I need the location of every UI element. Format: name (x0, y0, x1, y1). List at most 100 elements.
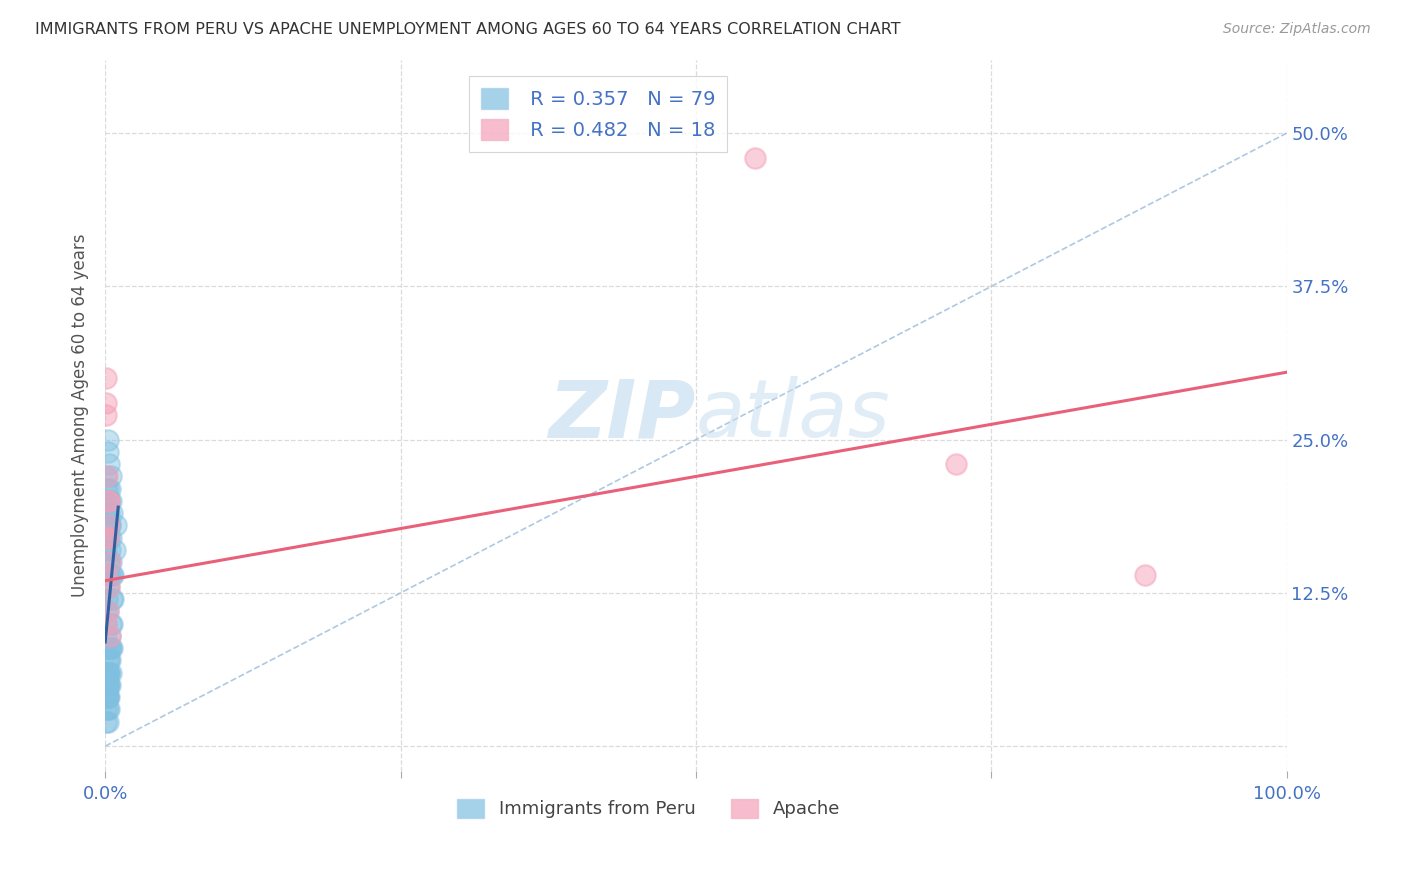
Point (97, 702, 120, 716)
Point (96, 604, 118, 618)
Point (97, 433, 120, 447)
Point (96, 494, 118, 508)
Point (97, 445, 120, 459)
Point (97, 653, 120, 667)
Point (94, 567, 117, 582)
Point (97, 604, 120, 618)
Point (1133, 567, 1156, 582)
Point (97, 580, 120, 594)
Point (96, 531, 118, 545)
Point (98, 543, 121, 558)
Point (97, 518, 120, 533)
Point (96, 702, 118, 716)
Point (97, 555, 120, 569)
Point (101, 567, 124, 582)
Point (98, 518, 121, 533)
Point (97, 678, 120, 692)
Point (94, 665, 117, 680)
Point (97, 506, 120, 520)
Point (945, 457, 967, 471)
Point (98, 641, 121, 656)
Point (103, 592, 125, 607)
Point (100, 494, 122, 508)
Point (100, 555, 122, 569)
Point (96, 408, 118, 422)
Point (97, 690, 120, 705)
Point (98, 665, 121, 680)
Point (97, 665, 120, 680)
Point (100, 665, 122, 680)
Point (97, 653, 120, 667)
Text: atlas: atlas (696, 376, 890, 454)
Point (96, 616, 118, 631)
Point (97, 506, 120, 520)
Point (96, 531, 118, 545)
Point (97, 567, 120, 582)
Point (98, 678, 121, 692)
Point (96, 690, 118, 705)
Point (97, 604, 120, 618)
Point (97, 665, 120, 680)
Point (96, 543, 118, 558)
Point (98, 482, 121, 496)
Text: IMMIGRANTS FROM PERU VS APACHE UNEMPLOYMENT AMONG AGES 60 TO 64 YEARS CORRELATIO: IMMIGRANTS FROM PERU VS APACHE UNEMPLOYM… (35, 22, 901, 37)
Point (97, 690, 120, 705)
Point (96, 469, 118, 483)
Point (97, 580, 120, 594)
Point (97, 494, 120, 508)
Point (97, 457, 120, 471)
Point (98, 653, 121, 667)
Point (97, 678, 120, 692)
Point (744, 151, 766, 165)
Point (96, 690, 118, 705)
Point (96, 482, 118, 496)
Point (101, 592, 124, 607)
Point (97, 702, 120, 716)
Point (96, 567, 118, 582)
Point (98, 567, 121, 582)
Point (98, 518, 121, 533)
Point (100, 616, 122, 631)
Point (97, 494, 120, 508)
Point (96, 518, 118, 533)
Point (94, 506, 117, 520)
Point (96, 665, 118, 680)
Point (103, 567, 125, 582)
Point (97, 580, 120, 594)
Point (96, 469, 118, 483)
Point (96, 678, 118, 692)
Point (96, 592, 118, 607)
Point (97, 518, 120, 533)
Point (100, 531, 122, 545)
Point (96, 714, 118, 729)
Point (101, 616, 124, 631)
Point (97, 678, 120, 692)
Legend: Immigrants from Peru, Apache: Immigrants from Peru, Apache (450, 791, 848, 826)
Point (101, 506, 124, 520)
Point (96, 616, 118, 631)
Point (97, 494, 120, 508)
Point (104, 543, 127, 558)
Point (94, 641, 117, 656)
Point (97, 531, 120, 545)
Point (97, 641, 120, 656)
Point (101, 641, 124, 656)
Point (97, 714, 120, 729)
Point (96, 371, 118, 385)
Point (98, 629, 121, 643)
Point (97, 555, 120, 569)
Y-axis label: Unemployment Among Ages 60 to 64 years: Unemployment Among Ages 60 to 64 years (72, 234, 89, 597)
Point (98, 555, 121, 569)
Point (96, 665, 118, 680)
Point (97, 482, 120, 496)
Point (94, 396, 117, 410)
Point (96, 629, 118, 643)
Point (97, 531, 120, 545)
Point (94, 678, 117, 692)
Point (97, 494, 120, 508)
Text: Source: ZipAtlas.com: Source: ZipAtlas.com (1223, 22, 1371, 37)
Point (104, 518, 127, 533)
Point (97, 690, 120, 705)
Point (100, 469, 122, 483)
Text: ZIP: ZIP (548, 376, 696, 454)
